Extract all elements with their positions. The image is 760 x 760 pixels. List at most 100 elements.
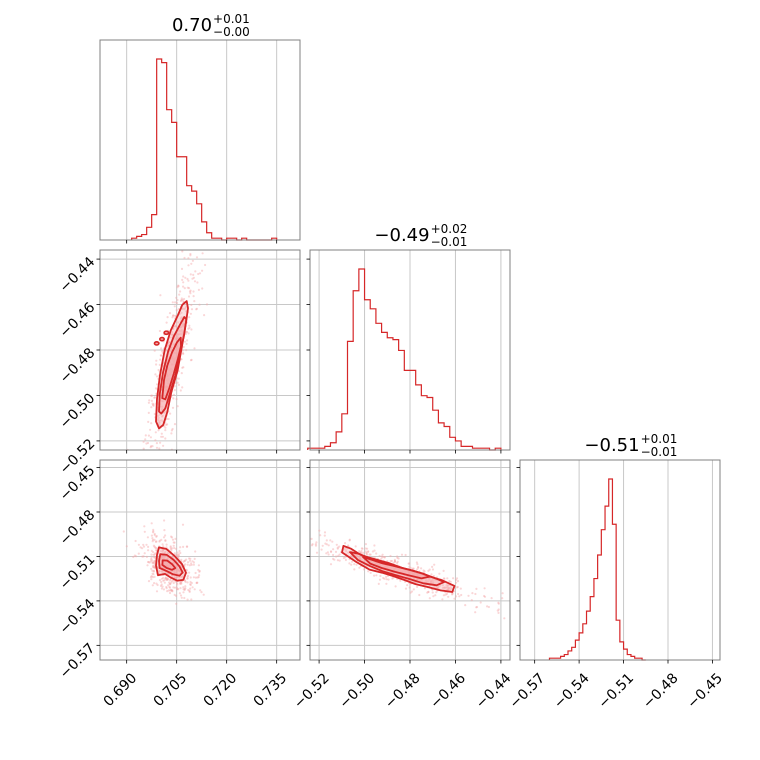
sample-point: [187, 295, 191, 298]
sample-point: [162, 556, 165, 560]
sample-point: [142, 545, 146, 548]
sample-point: [456, 580, 460, 583]
sample-point: [205, 303, 209, 306]
sample-point: [187, 332, 190, 335]
sample-point: [174, 301, 177, 304]
sample-point: [483, 595, 487, 598]
sample-point: [153, 538, 156, 542]
sample-point: [148, 481, 150, 483]
sample-point: [164, 534, 167, 537]
sample-point: [186, 598, 189, 601]
sample-point: [183, 256, 186, 260]
sample-point: [338, 559, 341, 562]
sample-point: [187, 327, 190, 330]
sample-point: [160, 565, 163, 569]
sample-point: [163, 581, 166, 584]
sample-point: [408, 562, 411, 565]
x-tick-label: −0.52: [291, 670, 333, 712]
sample-point: [338, 545, 341, 548]
sample-point: [152, 566, 155, 569]
sample-point: [176, 551, 179, 554]
sample-point: [181, 366, 184, 369]
sample-point: [427, 590, 430, 594]
sample-point: [170, 549, 173, 552]
sample-point: [295, 524, 297, 526]
sample-point: [442, 577, 445, 580]
sample-point: [391, 577, 394, 580]
sample-point: [175, 566, 178, 569]
contour-level-3: [161, 336, 182, 401]
sample-point: [189, 557, 192, 560]
sample-point: [152, 551, 155, 554]
sample-point: [184, 585, 187, 588]
sample-point: [334, 550, 338, 554]
sample-point: [153, 561, 156, 564]
sample-point: [176, 570, 179, 573]
sample-point: [143, 530, 146, 533]
sample-point: [154, 546, 157, 549]
sample-point: [416, 578, 419, 581]
x-tick-label: −0.44: [473, 670, 515, 712]
sample-point: [460, 593, 463, 597]
sample-point: [196, 576, 199, 579]
sample-point: [172, 393, 176, 396]
sample-point: [170, 432, 173, 435]
sample-point: [160, 580, 163, 584]
sample-point: [177, 329, 180, 332]
contour-level-3: [161, 559, 177, 571]
sample-point: [324, 542, 327, 545]
sample-point: [179, 299, 182, 303]
sample-point: [147, 549, 150, 552]
sample-point: [177, 554, 180, 558]
sample-point: [427, 590, 430, 594]
panel-2d-2: [99, 459, 301, 661]
sample-point: [189, 559, 192, 562]
sample-point: [362, 551, 365, 554]
sample-point: [141, 547, 144, 550]
sample-point: [184, 579, 187, 583]
sample-point: [181, 250, 184, 253]
sample-point: [428, 597, 431, 600]
sample-point: [190, 262, 193, 265]
sample-point: [173, 541, 176, 544]
sample-point: [139, 534, 141, 536]
sample-point: [176, 568, 179, 571]
sample-point: [408, 565, 411, 568]
sample-point: [171, 333, 174, 337]
sample-point: [203, 225, 205, 227]
sample-point: [430, 573, 433, 576]
sample-point: [170, 346, 173, 349]
sample-point: [444, 593, 447, 596]
sample-point: [164, 410, 167, 413]
sample-point: [151, 445, 154, 448]
sample-point: [143, 552, 146, 555]
sample-point: [383, 555, 386, 559]
sample-point: [165, 585, 168, 589]
sample-point: [171, 570, 174, 573]
sample-point: [418, 578, 421, 582]
sample-point: [164, 555, 167, 558]
sample-point: [454, 578, 458, 582]
sample-point: [151, 572, 154, 575]
sample-point: [184, 276, 187, 279]
sample-point: [399, 579, 402, 582]
sample-point: [364, 547, 367, 550]
sample-point: [132, 555, 135, 559]
sample-point: [142, 499, 144, 501]
sample-point: [273, 535, 275, 537]
sample-point: [192, 273, 195, 276]
sample-point: [189, 583, 192, 586]
sample-point: [136, 501, 138, 503]
sample-point: [289, 546, 291, 548]
sample-point: [161, 557, 164, 560]
sample-point: [189, 289, 192, 292]
sample-point: [144, 438, 147, 441]
sample-point: [353, 568, 356, 571]
sample-point: [377, 582, 380, 586]
sample-point: [416, 568, 419, 571]
sample-point: [185, 342, 188, 345]
sample-point: [183, 559, 186, 563]
sample-point: [167, 342, 170, 345]
sample-point: [455, 595, 458, 598]
sample-point: [152, 570, 155, 573]
